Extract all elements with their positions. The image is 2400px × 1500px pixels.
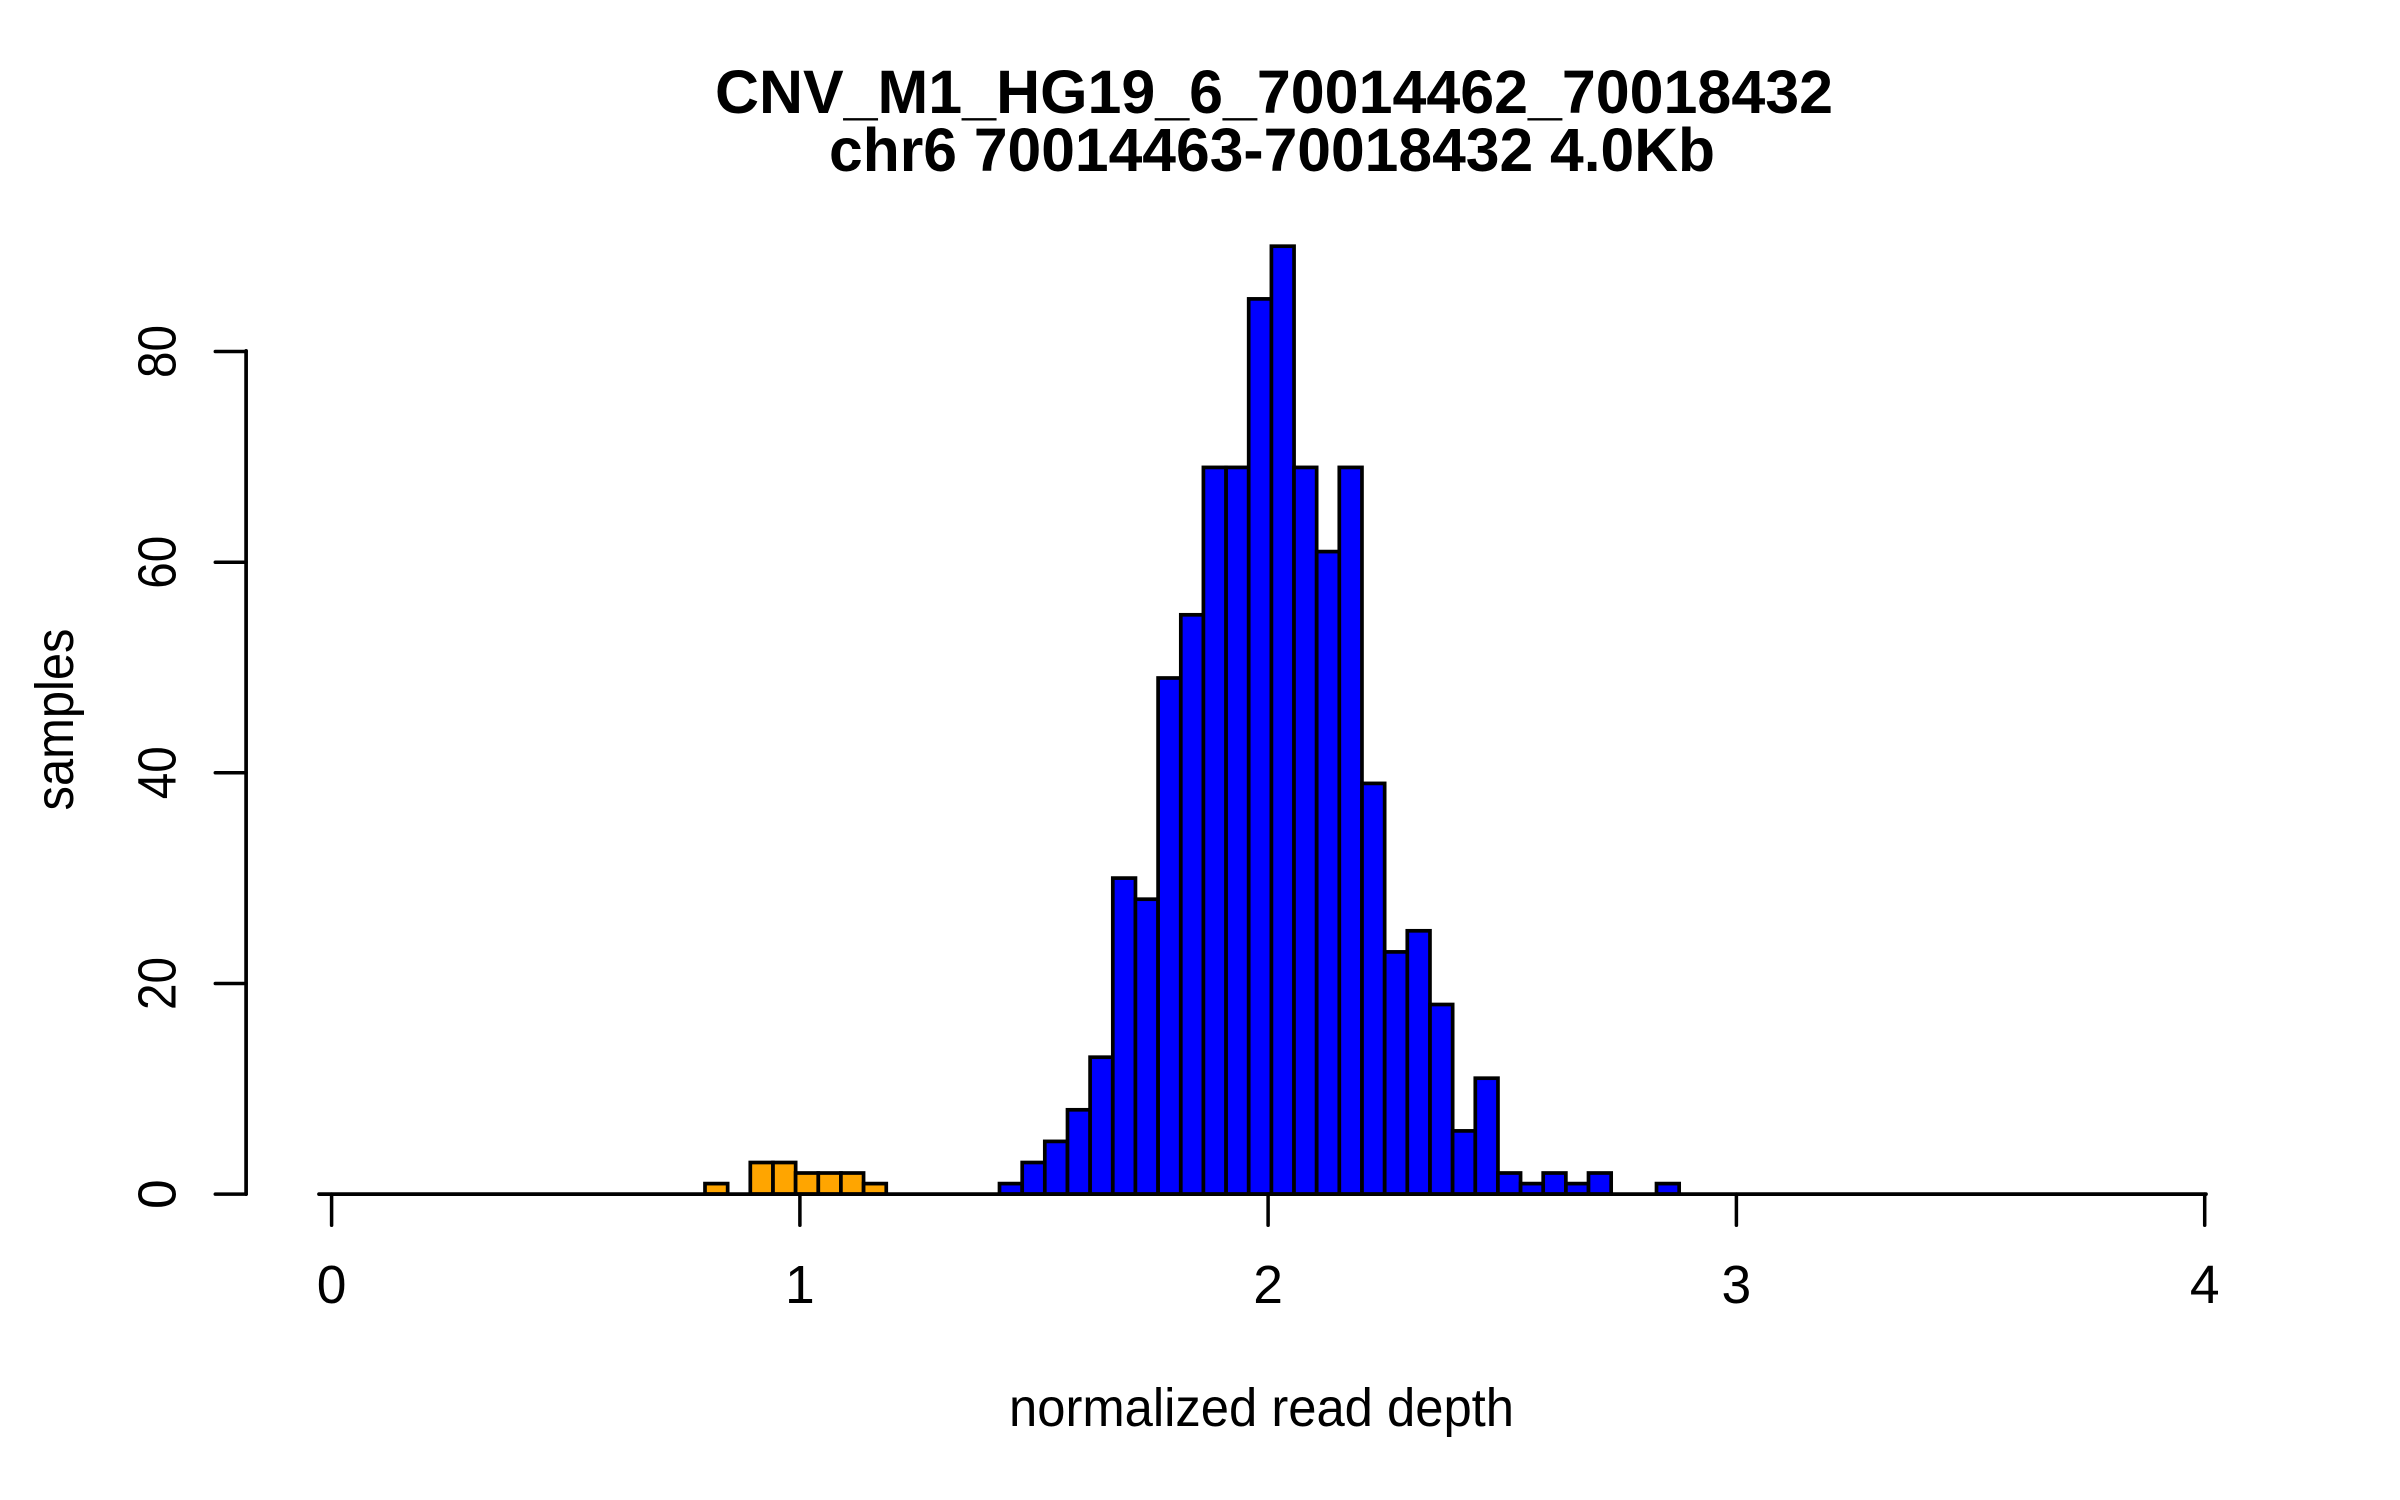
svg-text:CNV_M1_HG19_6_70014462_7001843: CNV_M1_HG19_6_70014462_70018432 [715,58,1833,126]
svg-text:4: 4 [2190,1256,2220,1315]
svg-text:1: 1 [785,1256,815,1315]
svg-text:normalized read depth: normalized read depth [1009,1379,1514,1438]
svg-text:samples: samples [26,629,85,811]
svg-text:20: 20 [129,957,188,1010]
svg-text:2: 2 [1253,1256,1283,1315]
svg-text:60: 60 [129,536,188,589]
svg-text:chr6 70014463-70018432 4.0Kb: chr6 70014463-70018432 4.0Kb [829,116,1715,184]
svg-text:40: 40 [129,746,188,799]
svg-text:0: 0 [129,1179,188,1209]
svg-text:80: 80 [129,325,188,378]
svg-text:0: 0 [317,1256,347,1315]
svg-text:3: 3 [1722,1256,1752,1315]
